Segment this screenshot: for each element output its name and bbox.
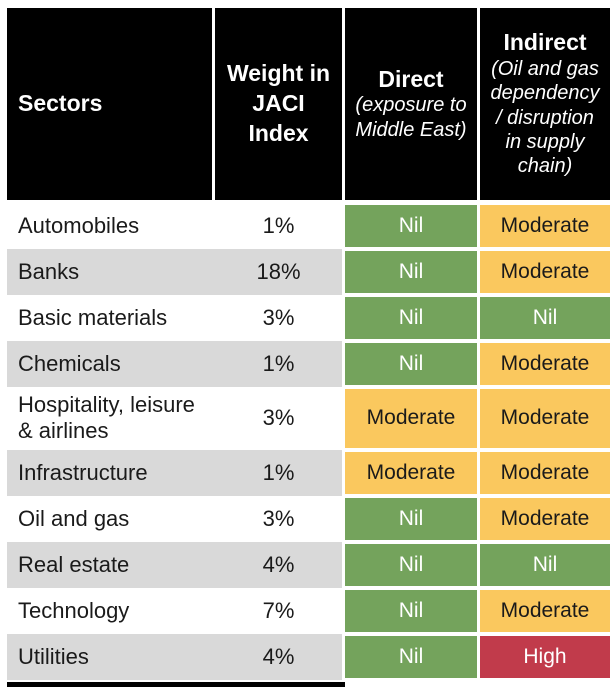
sector-exposure-table: Sectors Weight in JACI Index Direct (exp… (7, 8, 610, 687)
table-row: Utilities 4% Nil High (7, 633, 610, 680)
table-row: Basic materials 3% Nil Nil (7, 295, 610, 341)
direct-rating-cell: Nil (345, 543, 477, 586)
column-header-weight: Weight in JACI Index (215, 8, 342, 200)
indirect-header-subtitle: (Oil and gas dependency / disruption in … (490, 57, 600, 178)
indirect-rating-cell: High (480, 635, 610, 678)
direct-rating-cell: Nil (345, 251, 477, 293)
sector-name-cell: Chemicals (18, 350, 121, 376)
sector-name-cell: Basic materials (18, 304, 168, 330)
indirect-header-label: Indirect (503, 29, 587, 56)
direct-header-subtitle: (exposure to Middle East) (355, 94, 467, 141)
direct-rating-cell: Nil (345, 205, 477, 247)
indirect-rating-cell: Nil (480, 543, 610, 586)
table-row: Banks 18% Nil Moderate (7, 249, 610, 295)
direct-rating-cell: Nil (345, 297, 477, 339)
weight-cell: 18% (256, 259, 301, 284)
weight-cell: 7% (262, 597, 295, 623)
direct-rating-cell: Moderate (345, 389, 477, 448)
indirect-rating-cell: Moderate (480, 251, 610, 293)
indirect-rating-cell: Moderate (480, 589, 610, 632)
direct-rating-cell: Nil (345, 589, 477, 632)
table-row: Hospitality, leisure & airlines 3% Moder… (7, 387, 610, 450)
direct-rating-cell: Nil (345, 343, 477, 385)
weight-cell: 1% (262, 459, 295, 485)
sector-name-cell: Real estate (18, 551, 130, 577)
sector-name-cell: Infrastructure (18, 459, 148, 485)
direct-rating-cell: Nil (345, 497, 477, 540)
sector-name-cell: Utilities (18, 643, 89, 669)
column-header-indirect: Indirect (Oil and gas dependency / disru… (480, 8, 610, 200)
table-header-row: Sectors Weight in JACI Index Direct (exp… (7, 8, 610, 200)
sector-name-cell: Hospitality, leisure & airlines (18, 392, 195, 444)
table-row: Real estate 4% Nil Nil (7, 541, 610, 588)
sector-name-cell: Automobiles (18, 212, 140, 238)
table-row: Infrastructure 1% Moderate Moderate (7, 449, 610, 496)
weight-cell: 3% (262, 405, 295, 431)
weight-cell: 3% (262, 505, 295, 531)
table-body: Automobiles 1% Nil Moderate Banks 18% Ni… (7, 203, 610, 680)
indirect-rating-cell: Moderate (480, 205, 610, 247)
column-header-sectors: Sectors (7, 8, 212, 200)
table-row: Chemicals 1% Nil Moderate (7, 341, 610, 387)
indirect-rating-cell: Moderate (480, 389, 610, 448)
direct-rating-cell: Moderate (345, 451, 477, 494)
table-bottom-border (7, 681, 345, 687)
column-header-direct: Direct (exposure to Middle East) (345, 8, 477, 200)
sector-name-cell: Banks (18, 258, 80, 284)
table-row: Oil and gas 3% Nil Moderate (7, 495, 610, 542)
weight-cell: 1% (262, 213, 295, 238)
direct-header-label: Direct (378, 65, 444, 92)
weight-cell: 4% (262, 551, 295, 577)
sector-name-cell: Technology (18, 597, 130, 623)
indirect-rating-cell: Moderate (480, 343, 610, 385)
weight-cell: 4% (262, 643, 295, 669)
sector-name-cell: Oil and gas (18, 505, 130, 531)
sectors-header-label: Sectors (18, 90, 103, 117)
indirect-rating-cell: Moderate (480, 497, 610, 540)
direct-rating-cell: Nil (345, 635, 477, 678)
table-row: Technology 7% Nil Moderate (7, 587, 610, 634)
weight-cell: 1% (262, 351, 295, 376)
indirect-rating-cell: Nil (480, 297, 610, 339)
indirect-rating-cell: Moderate (480, 451, 610, 494)
table-row: Automobiles 1% Nil Moderate (7, 203, 610, 249)
weight-cell: 3% (262, 305, 295, 330)
weight-header-label: Weight in JACI Index (226, 60, 331, 146)
